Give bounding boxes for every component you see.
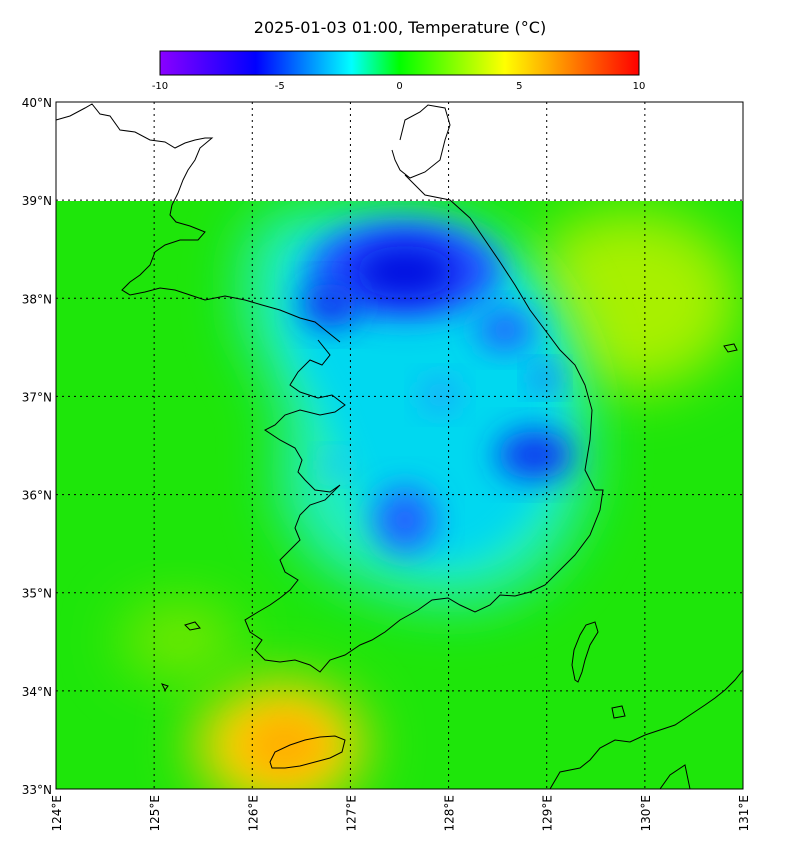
cold-spot-gyeongbuk (497, 431, 573, 479)
coastline-ulleungdo (723, 343, 738, 353)
latitude-label: 39°N (22, 194, 52, 208)
cold-spot-northwest (302, 283, 358, 327)
cold-spot-west (321, 453, 349, 477)
coastline-jeju (269, 735, 346, 769)
coastlines (55, 103, 744, 790)
cold-core-north (355, 246, 455, 298)
longitude-label: 128°E (443, 795, 457, 832)
latitude-label: 37°N (22, 390, 52, 404)
latitude-label: 38°N (22, 292, 52, 306)
colorbar-tick-label: 0 (396, 81, 402, 92)
gridlines (56, 102, 743, 789)
map-panel: 40°N39°N38°N37°N36°N35°N34°N33°N 124°E 12… (22, 96, 751, 832)
longitude-label: 131°E (737, 795, 751, 832)
coastline-south (244, 594, 516, 673)
longitude-label: 126°E (246, 795, 260, 832)
cold-spot-east (477, 310, 533, 350)
map-title: 2025-01-03 01:00, Temperature (°C) (253, 18, 547, 37)
colorbar-tick-label: 5 (516, 81, 522, 92)
coastline-west (264, 339, 346, 599)
colorbar: -10 -5 0 5 10 (152, 50, 646, 92)
latitude-label: 33°N (22, 783, 52, 797)
cold-spot-east-2 (531, 366, 559, 390)
colorbar-tick-label: -10 (152, 81, 168, 92)
coastline-tsushima (571, 621, 599, 683)
latitude-labels: 40°N 39°N 38°N 37°N 36°N 35°N 34°N 33°N (22, 96, 52, 797)
temperature-field (56, 201, 743, 789)
colorbar-tick-label: -5 (275, 81, 285, 92)
longitude-label: 129°E (541, 795, 555, 832)
coastline-islands (161, 621, 626, 719)
warm-core-jeju (245, 715, 325, 775)
longitude-label: 127°E (344, 795, 358, 832)
warm-spot-southwest (120, 600, 240, 680)
longitude-label: 125°E (148, 795, 162, 832)
latitude-label: 35°N (22, 587, 52, 601)
latitude-label: 36°N (22, 489, 52, 503)
map-frame (55, 101, 744, 790)
cold-spot-center (422, 379, 458, 411)
coastline-north-korea-west (55, 103, 341, 343)
coastline-kyushu (549, 669, 744, 790)
latitude-label: 34°N (22, 685, 52, 699)
longitude-labels: 124°E 125°E 126°E 127°E 128°E 129°E 130°E 131°E (50, 795, 751, 832)
longitude-label: 124°E (50, 795, 64, 832)
latitude-label: 40°N (22, 96, 52, 110)
colorbar-gradient (159, 50, 640, 76)
colorbar-tick-label: 10 (633, 81, 646, 92)
longitude-label: 130°E (639, 795, 653, 832)
coastline-east (391, 104, 604, 597)
cold-spot-jeolla (375, 488, 435, 552)
